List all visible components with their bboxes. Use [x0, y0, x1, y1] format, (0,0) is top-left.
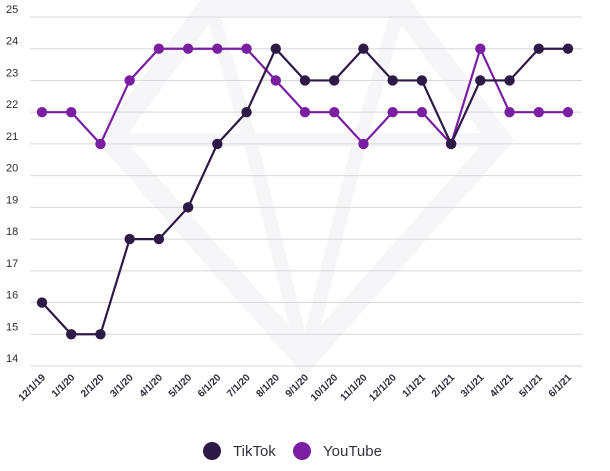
legend-swatch-youtube[interactable] — [293, 442, 311, 460]
diamond-watermark-icon — [95, 0, 515, 377]
y-tick-label: 20 — [6, 163, 18, 175]
x-tick-label: 11/1/20 — [339, 372, 370, 403]
x-tick-label: 10/1/20 — [309, 372, 341, 404]
data-point-youtube[interactable] — [66, 106, 77, 118]
y-axis: 14 15 16 17 18 19 20 21 22 23 24 25 — [6, 4, 18, 365]
x-tick-label: 3/1/20 — [108, 372, 136, 400]
data-point-youtube[interactable] — [182, 43, 194, 54]
y-tick-label: 17 — [6, 258, 18, 270]
data-point-tiktok[interactable] — [475, 75, 486, 86]
data-point-youtube[interactable] — [270, 75, 281, 86]
data-point-youtube[interactable] — [504, 106, 515, 118]
y-tick-label: 14 — [6, 353, 18, 365]
x-tick-label: 9/1/20 — [284, 372, 312, 400]
data-point-youtube[interactable] — [241, 43, 252, 54]
data-point-tiktok[interactable] — [241, 106, 252, 118]
x-tick-label: 2/1/21 — [430, 372, 458, 400]
data-point-youtube[interactable] — [95, 138, 106, 150]
x-tick-label: 2/1/20 — [79, 372, 107, 400]
data-point-tiktok[interactable] — [416, 75, 428, 86]
data-point-tiktok[interactable] — [358, 43, 369, 54]
y-tick-label: 18 — [6, 226, 18, 238]
x-tick-label: 12/1/19 — [17, 372, 49, 404]
y-tick-label: 23 — [6, 67, 18, 79]
data-point-youtube[interactable] — [562, 106, 574, 118]
data-point-youtube[interactable] — [299, 106, 311, 118]
data-point-youtube[interactable] — [416, 106, 428, 118]
legend-label-tiktok[interactable]: TikTok — [233, 443, 276, 460]
data-point-youtube[interactable] — [387, 106, 398, 118]
data-point-tiktok[interactable] — [182, 202, 194, 213]
legend[interactable]: TikTok YouTube — [203, 442, 382, 460]
legend-swatch-tiktok[interactable] — [203, 442, 221, 460]
series-layer — [36, 43, 574, 340]
data-point-youtube[interactable] — [329, 106, 340, 118]
series-line-tiktok — [41, 47, 568, 336]
gridlines — [30, 16, 582, 367]
x-tick-label: 3/1/21 — [459, 372, 487, 400]
data-point-tiktok[interactable] — [270, 43, 281, 54]
data-point-youtube[interactable] — [124, 75, 135, 86]
series-tiktok — [36, 43, 574, 340]
data-point-tiktok[interactable] — [504, 75, 515, 86]
data-point-tiktok[interactable] — [387, 75, 398, 86]
x-tick-label: 1/1/21 — [401, 372, 429, 400]
data-point-youtube[interactable] — [212, 43, 223, 54]
data-point-tiktok[interactable] — [124, 233, 135, 245]
data-point-tiktok[interactable] — [95, 329, 106, 340]
data-point-youtube[interactable] — [475, 43, 486, 54]
data-point-youtube[interactable] — [153, 43, 165, 54]
data-point-tiktok[interactable] — [329, 75, 340, 86]
data-point-youtube[interactable] — [358, 138, 369, 150]
y-tick-label: 19 — [6, 194, 18, 206]
x-tick-label: 8/1/20 — [254, 372, 282, 400]
data-point-tiktok[interactable] — [36, 297, 48, 308]
y-tick-label: 16 — [6, 290, 18, 302]
x-tick-label: 1/1/20 — [50, 372, 78, 400]
x-tick-label: 4/1/21 — [488, 372, 516, 400]
data-point-tiktok[interactable] — [562, 43, 574, 54]
legend-label-youtube[interactable]: YouTube — [323, 443, 382, 460]
x-tick-label: 7/1/20 — [225, 372, 253, 400]
data-point-tiktok[interactable] — [212, 138, 223, 150]
data-point-tiktok[interactable] — [66, 329, 77, 340]
data-point-tiktok[interactable] — [533, 43, 544, 54]
x-tick-label: 5/1/21 — [517, 372, 545, 400]
x-tick-label: 4/1/20 — [138, 372, 166, 400]
data-point-tiktok[interactable] — [153, 233, 165, 245]
data-point-youtube[interactable] — [533, 106, 544, 118]
data-point-tiktok[interactable] — [445, 138, 457, 150]
data-point-youtube[interactable] — [36, 106, 48, 118]
y-tick-label: 15 — [6, 321, 18, 333]
x-axis: 12/1/19 1/1/20 2/1/20 3/1/20 4/1/20 5/1/20 6/1… — [17, 372, 575, 404]
y-tick-label: 24 — [6, 36, 18, 48]
x-tick-label: 6/1/21 — [547, 372, 575, 400]
data-point-tiktok[interactable] — [299, 75, 311, 86]
x-tick-label: 5/1/20 — [167, 372, 195, 400]
x-tick-label: 6/1/20 — [196, 372, 224, 400]
y-tick-label: 21 — [6, 131, 18, 143]
y-tick-label: 22 — [6, 99, 18, 111]
x-tick-label: 12/1/20 — [367, 372, 399, 404]
y-tick-label: 25 — [6, 4, 18, 16]
